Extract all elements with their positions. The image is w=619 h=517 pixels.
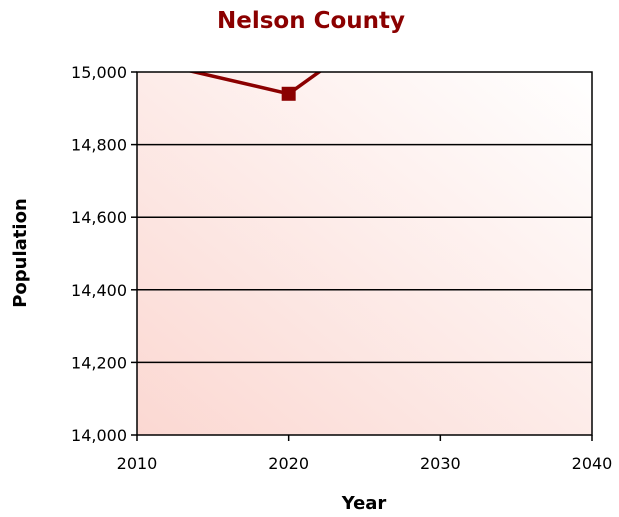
data-point-marker bbox=[130, 52, 144, 66]
x-tick-label: 2040 bbox=[572, 454, 613, 473]
y-tick-label: 14,800 bbox=[71, 136, 127, 155]
y-tick-label: 15,000 bbox=[71, 63, 127, 82]
y-axis-title: Population bbox=[10, 198, 31, 308]
x-tick-label: 2010 bbox=[117, 454, 158, 473]
x-tick-label: 2020 bbox=[268, 454, 309, 473]
y-tick-label: 14,600 bbox=[71, 208, 127, 227]
x-axis-title: Year bbox=[341, 493, 387, 514]
data-series bbox=[130, 52, 323, 101]
x-axis-ticks: 2010 2020 2030 2040 bbox=[117, 435, 613, 473]
y-axis-ticks: 14,000 14,200 14,400 14,600 14,800 15,000 bbox=[71, 63, 137, 445]
y-tick-label: 14,400 bbox=[71, 281, 127, 300]
plot-border bbox=[136, 71, 593, 436]
plot-area bbox=[137, 72, 592, 435]
y-tick-label: 14,000 bbox=[71, 426, 127, 445]
y-tick-label: 14,200 bbox=[71, 353, 127, 372]
chart-title: Nelson County bbox=[217, 8, 405, 34]
x-tick-label: 2030 bbox=[420, 454, 461, 473]
data-point-marker bbox=[281, 86, 296, 101]
gridlines bbox=[137, 143, 592, 364]
